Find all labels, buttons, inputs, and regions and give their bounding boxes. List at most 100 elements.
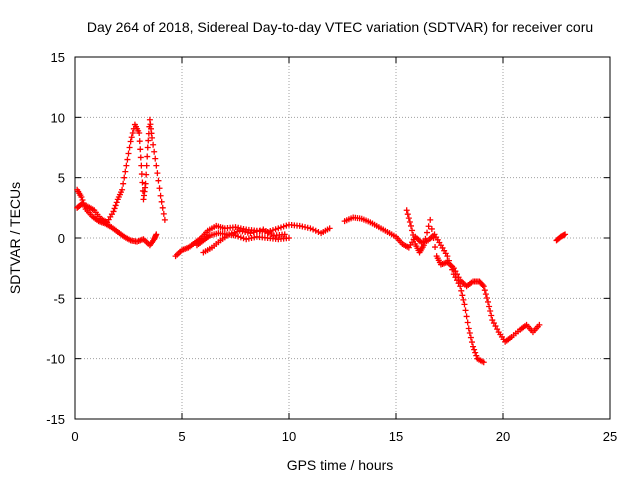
series-pass-g	[403, 207, 543, 345]
data-point	[485, 298, 492, 305]
data-point	[480, 359, 487, 366]
x-tick-label: 10	[282, 429, 296, 444]
data-point	[149, 134, 156, 141]
data-point	[482, 291, 489, 298]
data-point	[455, 274, 462, 281]
data-point	[424, 229, 431, 236]
data-point	[272, 226, 279, 233]
data-point	[228, 230, 235, 237]
data-point	[307, 225, 314, 232]
data-point	[237, 234, 244, 241]
data-point	[452, 268, 459, 275]
data-point	[444, 253, 451, 260]
data-point	[479, 282, 486, 289]
series-pass-c	[172, 221, 333, 260]
y-tick-label: -5	[53, 291, 65, 306]
series-pass-f	[341, 214, 487, 366]
data-point	[483, 295, 490, 302]
data-point	[136, 138, 143, 145]
data-point	[111, 205, 118, 212]
data-point	[144, 144, 151, 151]
data-point	[120, 180, 127, 187]
data-point	[153, 162, 160, 169]
data-point	[232, 232, 239, 239]
data-point	[481, 287, 488, 294]
data-point	[144, 153, 151, 160]
x-tick-label: 5	[178, 429, 185, 444]
data-point	[152, 155, 159, 162]
data-point	[410, 231, 417, 238]
data-point	[150, 141, 157, 148]
series-pass-e	[200, 226, 288, 256]
data-point	[159, 204, 166, 211]
data-point	[158, 198, 165, 205]
data-point	[137, 154, 144, 161]
data-point	[128, 134, 135, 141]
data-point	[310, 226, 317, 233]
data-point	[110, 208, 117, 215]
y-tick-label: -15	[46, 412, 65, 427]
data-point	[157, 192, 164, 199]
data-point	[155, 177, 162, 184]
series-pass-d	[193, 230, 292, 249]
data-point	[457, 283, 464, 290]
data-point	[403, 207, 410, 214]
data-point	[536, 321, 543, 328]
data-point	[409, 227, 416, 234]
data-point	[121, 174, 128, 181]
data-point	[490, 320, 497, 327]
data-point	[468, 339, 475, 346]
data-point	[231, 229, 238, 236]
data-point	[407, 222, 414, 229]
y-tick-label: 15	[51, 50, 65, 65]
data-point	[137, 146, 144, 153]
x-axis-label: GPS time / hours	[287, 457, 394, 473]
data-point	[257, 227, 264, 234]
data-point	[240, 235, 247, 242]
data-point	[470, 343, 477, 350]
data-point	[277, 224, 284, 231]
data-point	[461, 301, 468, 308]
data-point	[79, 196, 86, 203]
data-point	[160, 210, 167, 217]
data-point	[127, 138, 134, 145]
data-point	[432, 244, 439, 251]
y-tick-label: 10	[51, 110, 65, 125]
data-point	[458, 287, 465, 294]
data-point	[122, 168, 129, 175]
data-point	[280, 223, 287, 230]
data-point	[411, 236, 418, 243]
data-point	[113, 199, 120, 206]
data-point	[428, 225, 435, 232]
axis-ticks: 0 5 10 15 20 25 -15 -10 -5 0 5 10 15	[46, 50, 617, 444]
data-point	[78, 193, 85, 200]
data-point	[480, 283, 487, 290]
data-point	[312, 227, 319, 234]
data-point	[464, 319, 471, 326]
data-point	[161, 216, 168, 223]
data-point	[119, 186, 126, 193]
data-point	[422, 235, 429, 242]
data-point	[80, 200, 87, 207]
x-tick-label: 0	[71, 429, 78, 444]
data-point	[472, 349, 479, 356]
data-point	[471, 346, 478, 353]
data-point	[427, 216, 434, 223]
data-point	[154, 170, 161, 177]
data-point	[489, 317, 496, 324]
data-point	[145, 137, 152, 144]
y-tick-label: 0	[58, 231, 65, 246]
data-point	[124, 156, 131, 163]
y-axis-label: SDTVAR / TECUs	[7, 182, 23, 294]
series-pass-a	[74, 116, 168, 226]
data-point	[125, 150, 132, 157]
data-point	[465, 325, 472, 332]
data-point	[430, 235, 437, 241]
x-tick-label: 20	[496, 429, 510, 444]
data-point	[281, 231, 288, 238]
data-point	[420, 242, 427, 249]
data-point	[143, 162, 150, 169]
data-point	[473, 352, 480, 359]
data-point	[250, 229, 257, 236]
data-point	[286, 235, 292, 241]
